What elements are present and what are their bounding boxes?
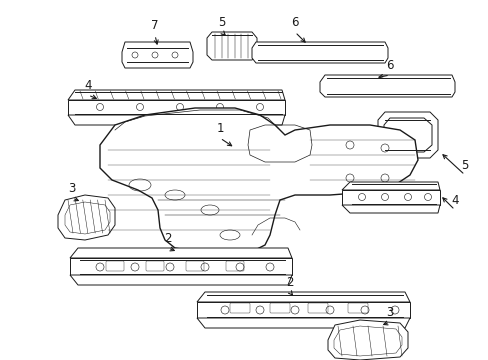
Polygon shape bbox=[70, 275, 291, 285]
Text: 5: 5 bbox=[460, 158, 468, 171]
Polygon shape bbox=[341, 182, 439, 190]
Polygon shape bbox=[341, 190, 439, 205]
Polygon shape bbox=[68, 100, 285, 115]
Text: 3: 3 bbox=[386, 306, 393, 319]
Text: 6: 6 bbox=[291, 15, 298, 28]
Text: 7: 7 bbox=[151, 18, 159, 32]
Polygon shape bbox=[206, 32, 257, 60]
Text: 2: 2 bbox=[164, 231, 171, 244]
Polygon shape bbox=[377, 112, 437, 158]
Text: 6: 6 bbox=[386, 59, 393, 72]
Text: 2: 2 bbox=[285, 275, 293, 288]
Polygon shape bbox=[327, 320, 407, 360]
Polygon shape bbox=[70, 248, 291, 258]
Polygon shape bbox=[319, 75, 454, 97]
Text: 5: 5 bbox=[218, 15, 225, 28]
Polygon shape bbox=[70, 258, 291, 275]
Polygon shape bbox=[68, 115, 285, 125]
Polygon shape bbox=[341, 205, 439, 213]
Text: 1: 1 bbox=[216, 122, 224, 135]
Text: 4: 4 bbox=[84, 78, 92, 91]
Polygon shape bbox=[58, 195, 115, 240]
Polygon shape bbox=[251, 42, 387, 63]
Polygon shape bbox=[197, 302, 409, 318]
Polygon shape bbox=[197, 292, 409, 302]
Polygon shape bbox=[68, 90, 285, 100]
Polygon shape bbox=[100, 108, 417, 252]
Text: 3: 3 bbox=[68, 181, 76, 194]
Text: 4: 4 bbox=[450, 194, 458, 207]
Polygon shape bbox=[122, 42, 193, 68]
Polygon shape bbox=[197, 318, 409, 328]
